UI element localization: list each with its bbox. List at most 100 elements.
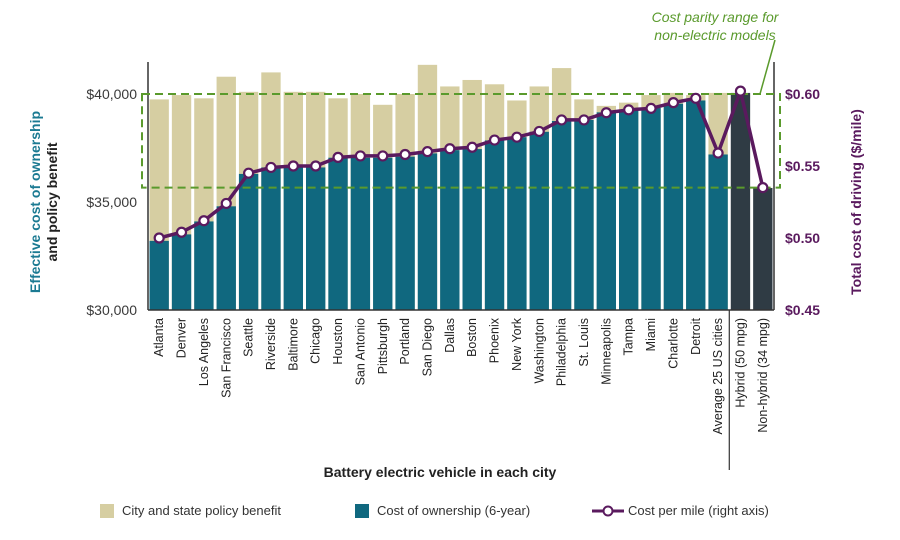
bar-cost-of-ownership	[328, 157, 348, 310]
cost-per-mile-marker	[488, 134, 501, 146]
cost-per-mile-marker	[734, 85, 747, 97]
cost-per-mile-marker	[623, 104, 635, 116]
x-tick-label: Tampa	[622, 318, 636, 356]
cost-per-mile-marker	[667, 97, 679, 109]
x-tick-label: New York	[510, 317, 524, 371]
bar-cost-of-ownership	[216, 206, 236, 310]
cost-per-mile-marker	[712, 147, 724, 159]
bar-cost-of-ownership	[686, 100, 706, 310]
y-tick-label: $40,000	[86, 86, 137, 102]
x-tick-label: Dallas	[443, 318, 457, 353]
bar-cost-of-ownership	[529, 131, 549, 310]
cost-per-mile-marker	[354, 150, 366, 162]
bar-cost-of-ownership	[306, 167, 326, 310]
cost-per-mile-marker	[377, 150, 389, 162]
legend-label-policy: City and state policy benefit	[122, 503, 281, 518]
cost-per-mile-marker	[332, 151, 344, 163]
x-tick-label: Philadelphia	[555, 318, 569, 386]
x-tick-label: Atlanta	[152, 318, 166, 357]
legend-swatch-policy	[100, 503, 114, 518]
x-tick-label: Denver	[175, 318, 189, 358]
cost-per-mile-marker	[556, 114, 568, 126]
bar-cost-of-ownership	[283, 167, 303, 310]
cost-per-mile-marker	[757, 182, 769, 194]
x-tick-label: Boston	[465, 318, 479, 357]
x-tick-label: Houston	[331, 318, 345, 365]
cost-per-mile-marker	[198, 215, 210, 227]
x-tick-label: Non-hybrid (34 mpg)	[756, 318, 770, 433]
bar-cost-of-ownership	[574, 119, 594, 310]
y2-tick-label: $0.45	[785, 302, 820, 318]
cost-per-mile-marker	[600, 107, 612, 119]
x-axis-label: Battery electric vehicle in each city	[324, 464, 557, 480]
cost-per-mile-marker	[287, 160, 299, 172]
bar-cost-of-ownership	[730, 92, 751, 310]
bar-cost-of-ownership	[238, 173, 259, 310]
y2-tick-label: $0.50	[785, 230, 820, 246]
x-tick-label: San Antonio	[353, 318, 367, 385]
bar-cost-of-ownership	[484, 140, 505, 310]
x-tick-label: Minneapolis	[599, 318, 613, 385]
bar-cost-of-ownership	[619, 110, 639, 310]
x-tick-label: Charlotte	[666, 318, 680, 369]
bar-cost-of-ownership	[596, 112, 616, 310]
cost-per-mile-marker	[444, 143, 456, 155]
x-tick-label: Seattle	[242, 318, 256, 357]
bar-cost-of-ownership	[641, 108, 661, 310]
cost-per-mile-marker	[310, 160, 322, 172]
bar-cost-of-ownership	[708, 154, 728, 310]
parity-range-box	[141, 93, 781, 189]
y-axis-label: and policy benefit	[44, 142, 60, 261]
bar-cost-of-ownership	[551, 121, 572, 310]
y-tick-label: $35,000	[86, 194, 137, 210]
parity-callout-line	[759, 39, 776, 95]
cost-per-mile-marker	[175, 226, 188, 238]
cost-per-mile-marker	[511, 131, 523, 143]
x-tick-label: San Diego	[420, 318, 434, 376]
y2-tick-label: $0.55	[785, 158, 820, 174]
x-tick-label: Phoenix	[488, 317, 502, 363]
x-tick-label: Washington	[532, 318, 546, 384]
cost-per-mile-line	[158, 89, 765, 240]
x-tick-label: San Francisco	[219, 318, 233, 398]
cost-per-mile-marker	[421, 146, 434, 158]
bar-cost-of-ownership	[395, 156, 415, 310]
legend-swatch-ownership	[355, 503, 369, 518]
cost-per-mile-marker	[466, 141, 478, 153]
cost-per-mile-marker	[690, 92, 702, 104]
x-tick-label: St. Louis	[577, 318, 591, 367]
y-tick-label: $30,000	[86, 302, 137, 318]
bar-cost-of-ownership	[417, 153, 438, 310]
bar-cost-of-ownership	[149, 240, 169, 310]
legend-ownership: Cost of ownership (6-year)	[355, 503, 530, 518]
bar-cost-of-ownership	[350, 157, 371, 310]
cost-per-mile-marker	[533, 125, 545, 138]
cost-per-mile-marker	[578, 114, 590, 126]
x-tick-label: Portland	[398, 318, 412, 365]
bar-cost-of-ownership	[373, 157, 393, 310]
x-tick-label: Detroit	[689, 317, 703, 354]
bar-cost-of-ownership	[261, 167, 281, 310]
x-tick-label: Average 25 US cities	[711, 318, 725, 435]
legend-cpm: Cost per mile (right axis)	[592, 503, 769, 518]
x-tick-label: Chicago	[309, 318, 323, 364]
bar-cost-of-ownership	[440, 150, 460, 310]
cost-per-mile-marker	[265, 161, 277, 174]
cost-per-mile-marker	[645, 102, 657, 115]
legend-line-marker-icon	[592, 505, 624, 516]
y-axis-label: Effective cost of ownership	[27, 111, 43, 293]
x-tick-label: Pittsburgh	[376, 318, 390, 374]
x-tick-label: Los Angeles	[197, 318, 211, 386]
x-tick-label: Hybrid (50 mpg)	[733, 318, 747, 408]
cost-per-mile-marker	[153, 232, 165, 244]
bar-cost-of-ownership	[507, 137, 527, 310]
x-tick-label: Baltimore	[286, 318, 300, 371]
cost-per-mile-marker	[220, 197, 232, 210]
y2-axis-label: Total cost of driving ($/mile)	[848, 109, 864, 295]
bar-cost-of-ownership	[753, 187, 773, 310]
bar-cost-of-ownership	[663, 103, 684, 310]
legend-label-cpm: Cost per mile (right axis)	[628, 503, 769, 518]
bar-cost-of-ownership	[171, 234, 192, 310]
